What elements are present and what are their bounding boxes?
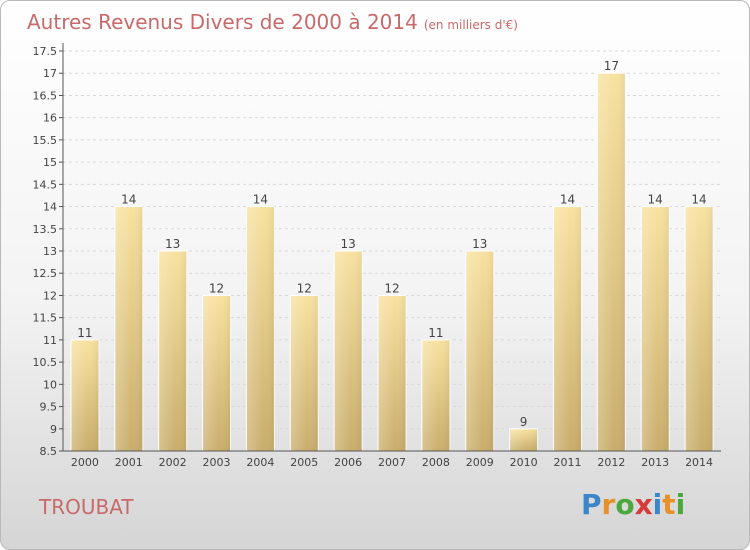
x-tick-label: 2000 bbox=[71, 456, 99, 469]
proxiti-logo[interactable]: Proxiti bbox=[581, 488, 685, 521]
logo-letter: P bbox=[581, 488, 602, 521]
bar-shade-2009 bbox=[465, 251, 494, 451]
y-tick-label: 14.5 bbox=[33, 178, 58, 191]
bar-shade-2006 bbox=[334, 251, 363, 451]
x-tick-label: 2009 bbox=[466, 456, 494, 469]
y-tick-label: 9 bbox=[50, 423, 57, 436]
data-label: 12 bbox=[209, 281, 224, 295]
logo-letter: r bbox=[601, 488, 616, 521]
x-tick-label: 2006 bbox=[334, 456, 362, 469]
data-label: 14 bbox=[121, 193, 136, 207]
logo-letter: i bbox=[652, 488, 663, 521]
data-label: 17 bbox=[604, 59, 619, 73]
x-tick-label: 2012 bbox=[597, 456, 625, 469]
bar-shade-2000 bbox=[70, 339, 99, 451]
data-label: 13 bbox=[472, 237, 487, 251]
bars bbox=[70, 72, 714, 452]
y-tick-label: 15.5 bbox=[33, 134, 58, 147]
x-tick-label: 2011 bbox=[553, 456, 581, 469]
logo-letter: x bbox=[634, 488, 653, 521]
bar-shade-2007 bbox=[378, 295, 406, 451]
data-label: 11 bbox=[428, 326, 443, 340]
y-tick-label: 15 bbox=[43, 156, 57, 169]
y-tick-label: 9.5 bbox=[40, 401, 58, 414]
y-tick-label: 16.5 bbox=[33, 89, 58, 102]
bar-shade-2005 bbox=[290, 295, 319, 451]
y-tick-label: 17 bbox=[43, 67, 57, 80]
y-tick-label: 8.5 bbox=[40, 445, 58, 458]
x-tick-label: 2002 bbox=[159, 456, 187, 469]
x-tick-label: 2005 bbox=[290, 456, 318, 469]
data-label: 9 bbox=[520, 415, 528, 429]
location-name: TROUBAT bbox=[39, 495, 134, 519]
y-tick-label: 10 bbox=[43, 378, 57, 391]
data-label: 11 bbox=[77, 326, 92, 340]
bar-shade-2010 bbox=[509, 428, 538, 451]
x-tick-label: 2001 bbox=[115, 456, 143, 469]
chart-title-unit: (en milliers d'€) bbox=[423, 18, 518, 32]
data-label: 12 bbox=[297, 281, 312, 295]
chart-title-text: Autres Revenus Divers de 2000 à 2014 bbox=[27, 10, 418, 34]
bar-shade-2001 bbox=[114, 206, 143, 451]
x-tick-label: 2007 bbox=[378, 456, 406, 469]
y-tick-label: 11.5 bbox=[33, 312, 58, 325]
data-label: 14 bbox=[648, 193, 663, 207]
labels: 8.5 9 9.5 10 10.5 11 11.5 12 12.5 13 13.5 14 14.5 15 1… bbox=[33, 45, 714, 469]
data-label: 13 bbox=[340, 237, 355, 251]
logo-letter: i bbox=[675, 488, 686, 521]
y-tick-label: 17.5 bbox=[33, 45, 58, 58]
y-tick-label: 11 bbox=[43, 334, 57, 347]
bar-shade-2002 bbox=[158, 251, 187, 451]
y-tick-label: 12 bbox=[43, 289, 57, 302]
chart-title: Autres Revenus Divers de 2000 à 2014 (en … bbox=[27, 10, 518, 34]
x-tick-label: 2008 bbox=[422, 456, 450, 469]
bar-shade-2012 bbox=[597, 73, 626, 451]
data-label: 12 bbox=[384, 281, 399, 295]
logo-letter: o bbox=[615, 488, 635, 521]
logo-letter: t bbox=[662, 488, 676, 521]
bar-shade-2013 bbox=[641, 206, 670, 451]
x-tick-label: 2004 bbox=[246, 456, 274, 469]
y-tick-label: 14 bbox=[43, 201, 57, 214]
x-tick-label: 2014 bbox=[685, 456, 713, 469]
data-label: 14 bbox=[691, 193, 706, 207]
axes bbox=[59, 43, 721, 452]
y-tick-label: 10.5 bbox=[33, 356, 58, 369]
bar-shade-2008 bbox=[421, 339, 450, 451]
x-tick-label: 2003 bbox=[203, 456, 231, 469]
bar-shade-2011 bbox=[553, 206, 582, 451]
bar-shade-2014 bbox=[685, 206, 714, 451]
data-label: 14 bbox=[253, 193, 268, 207]
y-tick-label: 12.5 bbox=[33, 267, 58, 280]
x-tick-label: 2010 bbox=[510, 456, 538, 469]
y-tick-label: 13.5 bbox=[33, 223, 58, 236]
y-tick-label: 13 bbox=[43, 245, 57, 258]
bar-shade-2004 bbox=[246, 206, 275, 451]
y-tick-label: 16 bbox=[43, 112, 57, 125]
x-tick-label: 2013 bbox=[641, 456, 669, 469]
data-label: 14 bbox=[560, 193, 575, 207]
bar-shade-2003 bbox=[202, 295, 231, 451]
data-label: 13 bbox=[165, 237, 180, 251]
